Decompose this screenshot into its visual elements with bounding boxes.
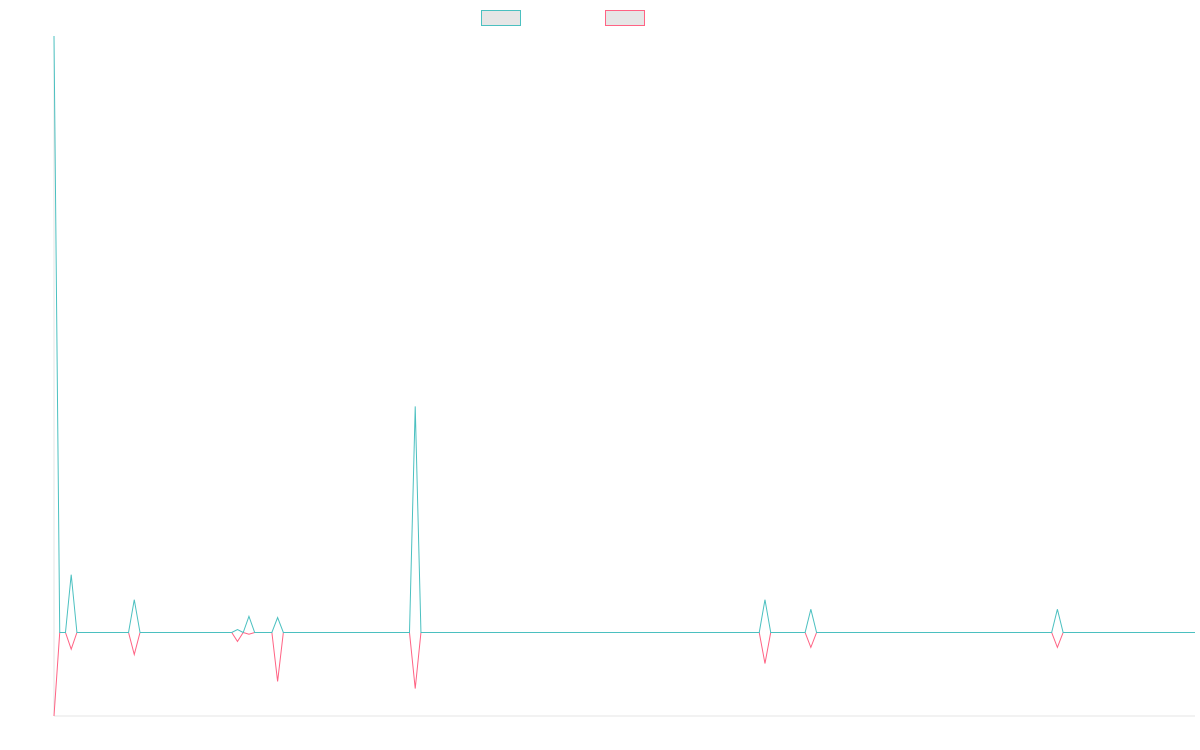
series-line	[53, 35, 1195, 634]
legend-swatch[interactable]	[481, 10, 521, 26]
series-line	[53, 631, 1195, 717]
legend-swatch[interactable]	[605, 10, 645, 26]
